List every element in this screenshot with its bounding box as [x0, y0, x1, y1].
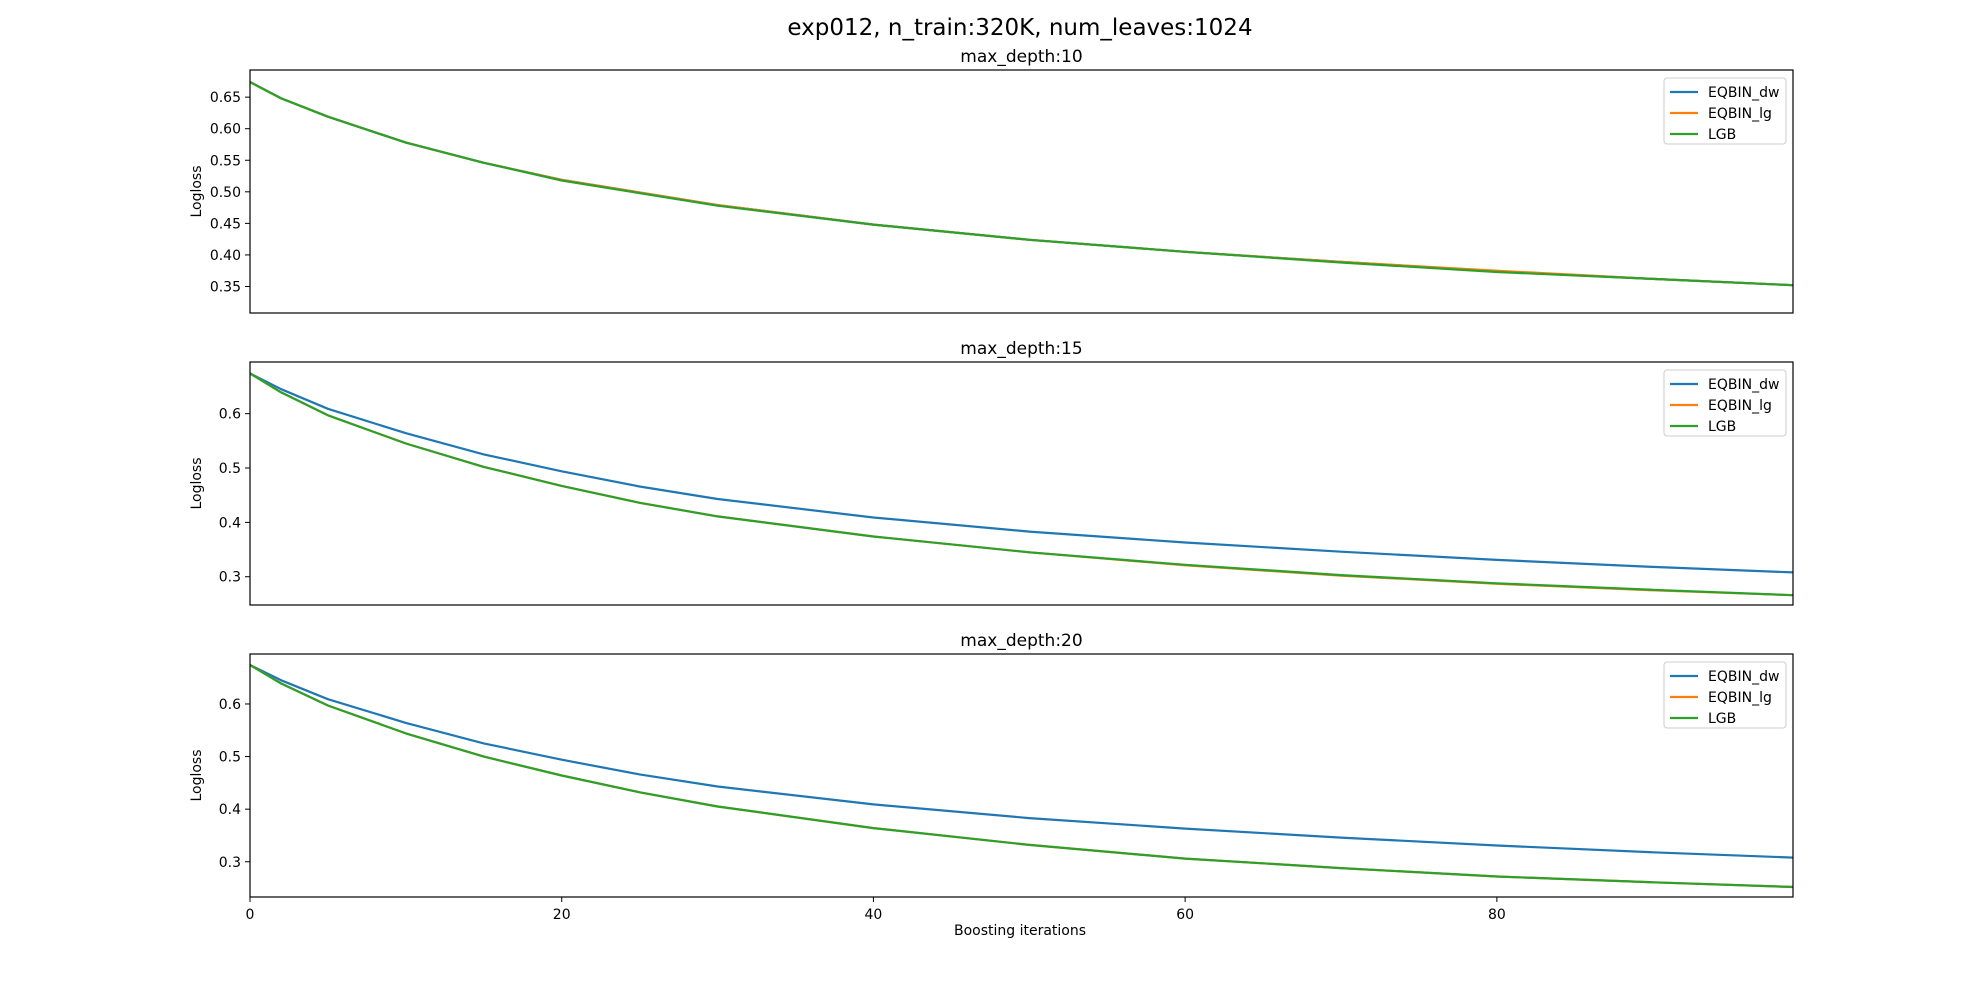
series-line-eqbin-dw	[250, 372, 1793, 574]
legend: EQBIN_dw EQBIN_lg LGB	[1663, 77, 1787, 145]
y-tick-label: 0.35	[210, 279, 241, 295]
y-tick-label: 0.6	[219, 407, 241, 423]
subplots: max_depth:100.350.400.450.500.550.600.65…	[189, 47, 1794, 923]
subplot-1: max_depth:10 0.35 0.40 0.45 0.50 0.55 0.60 0.65…	[189, 47, 1794, 314]
subplot-title: max_depth:15	[960, 339, 1082, 359]
x-tick-label: 60	[1176, 907, 1194, 923]
y-tick-label: 0.5	[219, 461, 241, 477]
y-tick-label: 0.5	[219, 750, 241, 766]
subplot-3: max_depth:20 0.3 0.4 0.5 0.6 0 20 40 60 80 Logloss…	[189, 631, 1794, 923]
figure-title: exp012, n_train:320K, num_leaves:1024	[787, 15, 1252, 41]
y-tick-label: 0.40	[210, 248, 241, 264]
y-tick-label: 0.4	[219, 802, 241, 818]
axes-frame	[249, 69, 1794, 314]
y-tick-label: 0.6	[219, 697, 241, 713]
y-tick-label: 0.4	[219, 515, 241, 531]
legend-box	[1663, 369, 1787, 437]
y-tick-label: 0.45	[210, 216, 241, 232]
legend: EQBIN_dw EQBIN_lg LGB	[1663, 661, 1787, 729]
x-tick-label: 0	[246, 907, 255, 923]
y-tick-label: 0.55	[210, 153, 241, 169]
series-line-lgb	[250, 81, 1793, 287]
subplot-title: max_depth:10	[960, 47, 1082, 67]
legend-label: EQBIN_dw	[1708, 377, 1779, 393]
subplot-2: max_depth:150.30.40.50.6LoglossEQBIN_dwE…	[189, 339, 1794, 606]
series-line-lgb	[250, 664, 1793, 889]
axes-frame	[249, 653, 1794, 898]
x-axis-label: Boosting iterations	[954, 923, 1086, 939]
y-tick-label: 0.50	[210, 185, 241, 201]
legend-label: EQBIN_lg	[1708, 106, 1772, 122]
subplot-title: max_depth:20	[960, 631, 1082, 651]
series-line-lgb	[250, 372, 1793, 597]
legend: EQBIN_dw EQBIN_lg LGB	[1663, 369, 1787, 437]
series-line-eqbin-lg	[250, 664, 1793, 889]
series-group	[250, 372, 1793, 597]
y-tick-label: 0.65	[210, 90, 241, 106]
legend-label: EQBIN_lg	[1708, 398, 1772, 414]
legend-label: LGB	[1708, 711, 1736, 727]
series-line-eqbin-dw	[250, 81, 1793, 287]
legend-box	[1663, 661, 1787, 729]
legend-box	[1663, 77, 1787, 145]
series-group	[250, 81, 1793, 287]
y-tick-label: 0.60	[210, 122, 241, 138]
x-tick-label: 20	[553, 907, 571, 923]
legend-label: EQBIN_dw	[1708, 669, 1779, 685]
legend-label: LGB	[1708, 127, 1736, 143]
axes-frame	[249, 361, 1794, 606]
series-line-eqbin-dw	[250, 664, 1793, 859]
y-axis-label: Logloss	[189, 749, 205, 801]
series-line-eqbin-lg	[250, 81, 1793, 287]
x-tick-label: 80	[1488, 907, 1506, 923]
y-axis-label: Logloss	[189, 457, 205, 509]
x-tick-label: 40	[865, 907, 883, 923]
legend-label: EQBIN_dw	[1708, 85, 1779, 101]
y-tick-label: 0.3	[219, 570, 241, 586]
series-group	[250, 664, 1793, 889]
legend-label: LGB	[1708, 419, 1736, 435]
legend-label: EQBIN_lg	[1708, 690, 1772, 706]
y-tick-label: 0.3	[219, 855, 241, 871]
y-axis-label: Logloss	[189, 165, 205, 217]
